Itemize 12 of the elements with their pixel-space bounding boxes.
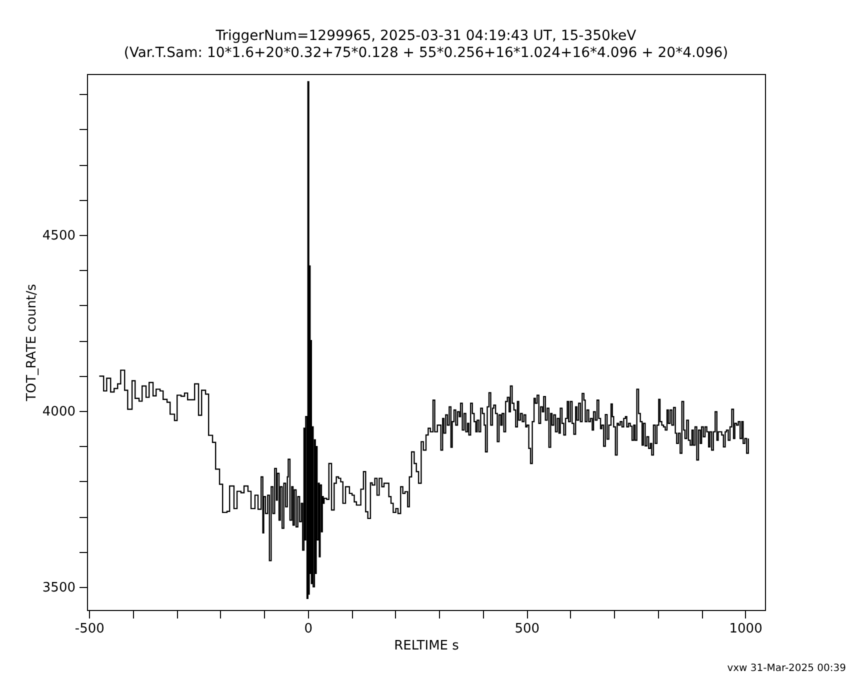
y-tick-label: 4000	[42, 404, 76, 420]
y-tick-label: 4500	[42, 228, 76, 244]
y-tick-label: 3500	[42, 580, 76, 596]
chart-title: TriggerNum=1299965, 2025-03-31 04:19:43 UT, 15-350keV	[214, 28, 637, 44]
x-tick-label: 500	[514, 622, 540, 636]
x-tick-label: 0	[304, 622, 313, 636]
x-tick-label: 1000	[729, 622, 762, 636]
chart-subtitle: (Var.T.Sam: 10*1.6+20*0.32+75*0.128 + 55*0.256+16*1.024+16*4.096 + 20*4.096)	[124, 45, 728, 61]
text: vxw 31-Mar-2025 00:39	[727, 663, 846, 674]
y-axis-title: TOT_RATE count/s	[24, 284, 40, 402]
x-tick-label: -500	[74, 622, 104, 636]
x-axis-title: RELTIME s	[394, 638, 460, 654]
